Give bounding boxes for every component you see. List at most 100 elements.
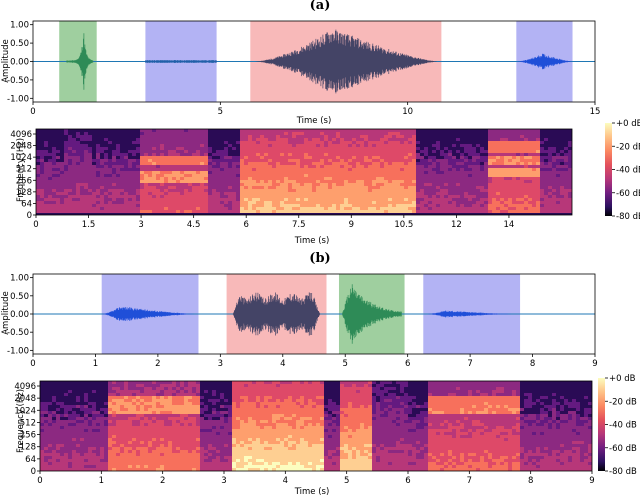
spectrogram-cell [392,168,396,171]
spectrogram-cell [228,462,232,465]
spectrogram-cell [284,141,288,144]
spectrogram-cell [192,174,196,177]
spectrogram-cell [92,402,96,405]
spectrogram-cell [464,201,468,204]
spectrogram-cell [332,177,336,180]
spectrogram-cell [104,468,108,471]
spectrogram-cell [56,156,60,159]
spectrogram-cell [380,147,384,150]
spectrogram-cell [160,441,164,444]
spectrogram-cell [328,192,332,195]
spectrogram-cell [536,162,540,165]
spectrogram-cell [108,210,112,213]
spectrogram-cell [488,195,492,198]
spectrogram-cell [400,141,404,144]
spectrogram-cell [520,177,524,180]
spectrogram-cell [384,195,388,198]
spectrogram-cell [256,129,260,132]
spectrogram-cell [264,132,268,135]
spectrogram-cell [504,210,508,213]
spectrogram-cell [308,207,312,210]
spectrogram-cell [136,390,140,393]
spectrogram-cell [264,168,268,171]
spectrogram-cell [156,435,160,438]
spectrogram-cell [128,402,132,405]
spectrogram-cell [72,438,76,441]
spectrogram-cell [64,159,68,162]
spectrogram-cell [528,207,532,210]
spectrogram-cell [260,159,264,162]
spectrogram-cell [160,171,164,174]
spectrogram-cell [232,381,236,384]
spectrogram-cell [212,189,216,192]
spectrogram-cell [516,153,520,156]
spectrogram-cell [352,186,356,189]
spectrogram-cell [372,192,376,195]
spectrogram-cell [328,129,332,132]
spectrogram-cell [112,402,116,405]
spectrogram-cell [116,426,120,429]
spectrogram-cell [256,423,260,426]
spectrogram-cell [212,429,216,432]
spectrogram-cell [464,159,468,162]
spectrogram-cell [420,180,424,183]
spectrogram-cell [80,138,84,141]
spectrogram-cell [440,168,444,171]
spectrogram-cell [324,168,328,171]
spectrogram-cell [188,165,192,168]
spectrogram-cell [120,420,124,423]
spectrogram-cell [260,186,264,189]
spectrogram-cell [76,150,80,153]
spectrogram-cell [136,402,140,405]
spectrogram-cell [528,201,532,204]
spectrogram-cell [152,180,156,183]
spectrogram-cell [300,171,304,174]
spectrogram-cell [192,408,196,411]
spectrogram-cell [192,138,196,141]
spectrogram-cell [180,447,184,450]
spectrogram-cell [404,198,408,201]
spectrogram-cell [256,396,260,399]
spectrogram-cell [400,168,404,171]
spectrogram-cell [416,207,420,210]
spectrogram-cell [80,447,84,450]
spectrogram-cell [388,174,392,177]
spectrogram-cell [328,195,332,198]
spectrogram-cell [164,171,168,174]
spectrogram-cell [68,198,72,201]
spectrogram-cell [56,459,60,462]
spectrogram-cell [516,192,520,195]
spectrogram-cell [464,192,468,195]
spectrogram-cell [336,183,340,186]
spectrogram-cell [496,204,500,207]
spectrogram-cell [116,441,120,444]
spectrogram-cell [372,186,376,189]
spectrogram-cell [56,432,60,435]
spectrogram-cell [180,156,184,159]
spectrogram-cell [84,426,88,429]
spectrogram-cell [92,408,96,411]
spectrogram-cell [84,159,88,162]
spectrogram-cell [176,144,180,147]
spectrogram-cell [64,456,68,459]
spectrogram-cell [328,180,332,183]
spectrogram-cell [216,183,220,186]
spectrogram-cell [208,438,212,441]
spectrogram-cell [48,180,52,183]
spectrogram-cell [96,159,100,162]
spectrogram-cell [436,210,440,213]
spectrogram-cell [172,435,176,438]
spectrogram-cell [80,150,84,153]
spectrogram-cell [204,207,208,210]
spectrogram-cell [76,432,80,435]
spectrogram-cell [172,159,176,162]
spectrogram-cell [120,168,124,171]
spectrogram-cell [228,465,232,468]
spectrogram-cell [188,171,192,174]
spectrogram-cell [60,444,64,447]
spectrogram-cell [364,153,368,156]
spectrogram-cell [36,165,40,168]
spectrogram-cell [168,147,172,150]
spectrogram-cell [100,438,104,441]
spectrogram-cell [84,204,88,207]
